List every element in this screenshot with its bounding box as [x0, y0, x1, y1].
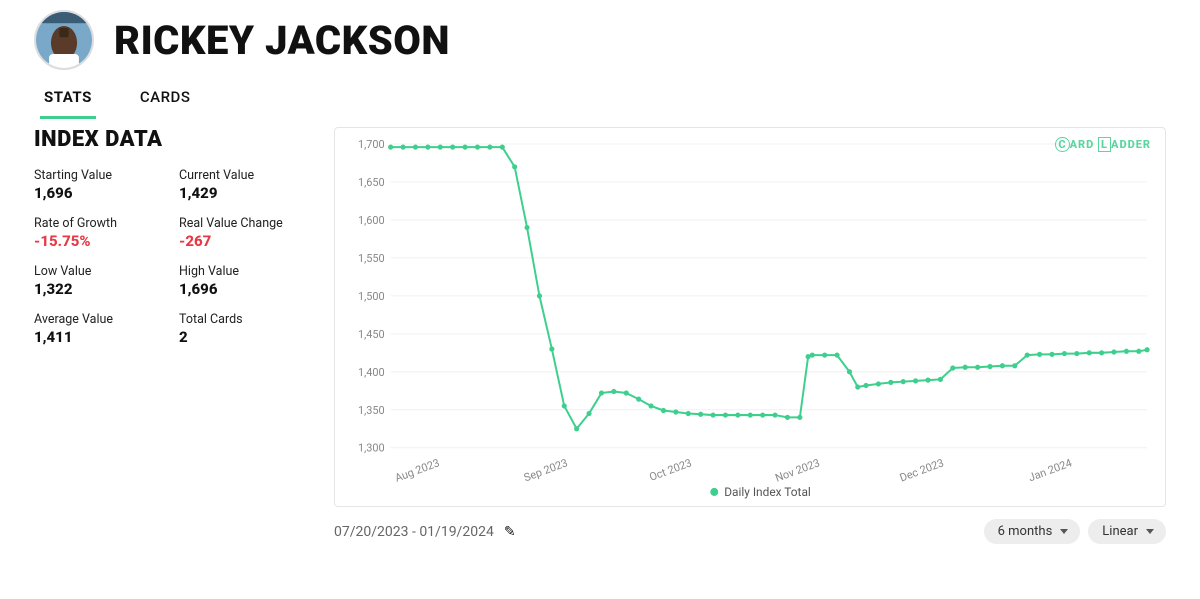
tab-stats[interactable]: STATS	[40, 82, 96, 119]
stat-starting-value: Starting Value 1,696	[34, 168, 169, 202]
stat-value: 1,429	[179, 184, 314, 202]
svg-text:1,550: 1,550	[358, 252, 385, 265]
tab-cards[interactable]: CARDS	[136, 82, 195, 119]
stat-value: -267	[179, 232, 314, 250]
svg-text:1,500: 1,500	[358, 290, 385, 303]
date-range: 07/20/2023 - 01/19/2024 ✎	[334, 524, 516, 540]
stat-label: Low Value	[34, 264, 169, 279]
svg-text:Jan 2024: Jan 2024	[1027, 456, 1074, 484]
date-range-text: 07/20/2023 - 01/19/2024	[334, 524, 494, 540]
range-selector-label: 6 months	[998, 524, 1053, 539]
stat-value: 1,696	[179, 280, 314, 298]
stat-label: Real Value Change	[179, 216, 314, 231]
stats-grid: Starting Value 1,696 Current Value 1,429…	[34, 168, 314, 346]
stat-label: Average Value	[34, 312, 169, 327]
watermark-logo: CARD LADDER	[1055, 138, 1151, 151]
stat-value: 1,696	[34, 184, 169, 202]
index-stats-panel: INDEX DATA Starting Value 1,696 Current …	[34, 127, 314, 346]
stat-total-cards: Total Cards 2	[179, 312, 314, 346]
player-name: RICKEY JACKSON	[114, 17, 450, 64]
stat-high-value: High Value 1,696	[179, 264, 314, 298]
svg-text:Daily Index Total: Daily Index Total	[724, 485, 811, 499]
stat-value: -15.75%	[34, 232, 169, 250]
chevron-down-icon	[1060, 529, 1068, 534]
chart-box: CARD LADDER 1,300 1,350 1,400 1,450 1,500 1,5…	[334, 127, 1166, 507]
stat-label: Rate of Growth	[34, 216, 169, 231]
svg-text:1,300: 1,300	[358, 442, 385, 455]
svg-text:Aug 2023: Aug 2023	[393, 456, 441, 484]
stat-current-value: Current Value 1,429	[179, 168, 314, 202]
tabs: STATS CARDS	[34, 82, 1166, 119]
svg-text:1,450: 1,450	[358, 328, 385, 341]
stat-value: 1,411	[34, 328, 169, 346]
scale-selector-label: Linear	[1102, 524, 1138, 539]
stat-label: Starting Value	[34, 168, 169, 183]
edit-date-range-icon[interactable]: ✎	[504, 524, 516, 540]
line-chart[interactable]: 1,300 1,350 1,400 1,450 1,500 1,550 1,600 1,650…	[343, 136, 1157, 502]
stat-real-value-change: Real Value Change -267	[179, 216, 314, 250]
range-selector[interactable]: 6 months	[984, 519, 1081, 544]
svg-text:Nov 2023: Nov 2023	[773, 456, 821, 484]
chart-panel: CARD LADDER 1,300 1,350 1,400 1,450 1,500 1,5…	[334, 127, 1166, 544]
svg-text:1,600: 1,600	[358, 214, 385, 227]
svg-text:1,700: 1,700	[358, 138, 385, 151]
index-data-title: INDEX DATA	[34, 127, 314, 152]
player-avatar	[34, 10, 94, 70]
stat-value: 2	[179, 328, 314, 346]
stat-label: High Value	[179, 264, 314, 279]
svg-text:Sep 2023: Sep 2023	[522, 456, 569, 484]
chart-footer: 07/20/2023 - 01/19/2024 ✎ 6 months Linea…	[334, 519, 1166, 544]
page-header: RICKEY JACKSON	[34, 10, 1166, 70]
stat-average-value: Average Value 1,411	[34, 312, 169, 346]
svg-text:1,350: 1,350	[358, 404, 385, 417]
content-row: INDEX DATA Starting Value 1,696 Current …	[34, 127, 1166, 544]
svg-text:1,650: 1,650	[358, 176, 385, 189]
stat-value: 1,322	[34, 280, 169, 298]
scale-selector[interactable]: Linear	[1088, 519, 1166, 544]
svg-text:Oct 2023: Oct 2023	[648, 456, 694, 484]
svg-text:1,400: 1,400	[358, 366, 385, 379]
stat-label: Total Cards	[179, 312, 314, 327]
stat-rate-of-growth: Rate of Growth -15.75%	[34, 216, 169, 250]
chevron-down-icon	[1146, 529, 1154, 534]
stat-label: Current Value	[179, 168, 314, 183]
stat-low-value: Low Value 1,322	[34, 264, 169, 298]
svg-text:Dec 2023: Dec 2023	[898, 456, 946, 484]
